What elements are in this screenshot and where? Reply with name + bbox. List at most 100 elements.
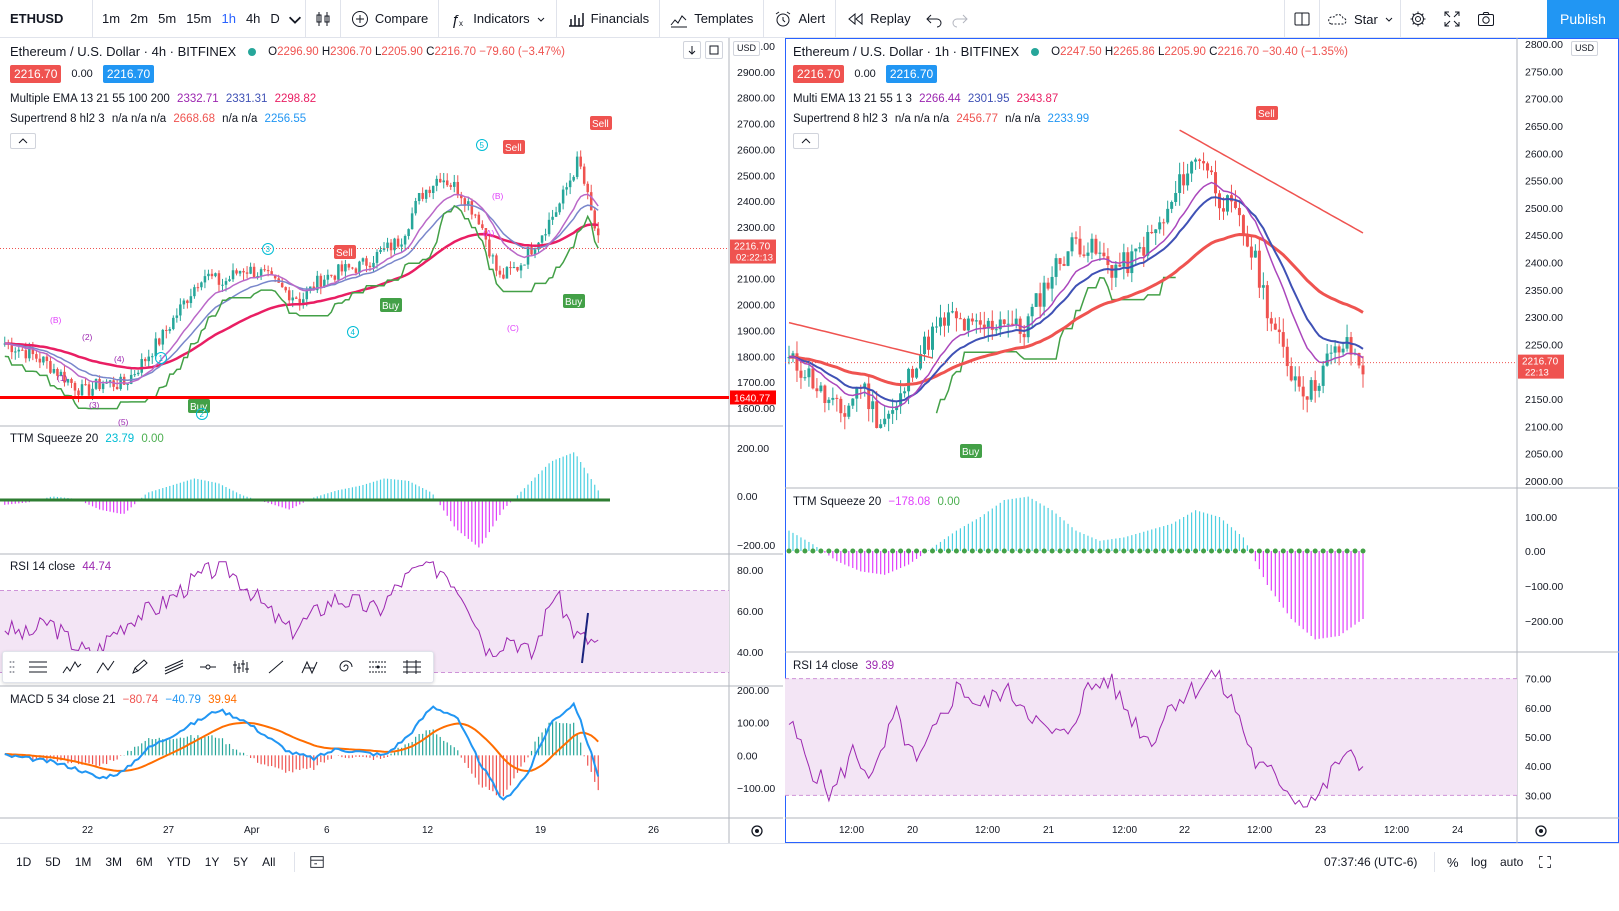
fib-spiral-tool-icon[interactable] (327, 652, 361, 682)
right-ttm-legend[interactable]: TTM Squeeze 20 −178.08 0.00 (793, 496, 964, 508)
ttm-value-1: 23.79 (105, 433, 135, 445)
pattern-tool-icon[interactable] (293, 652, 327, 682)
range-ytd[interactable]: YTD (166, 855, 191, 869)
candle-body (934, 326, 938, 328)
range-1y[interactable]: 1Y (204, 855, 220, 869)
time-axis-label: 12:00 (1247, 825, 1272, 836)
timeframe-1h[interactable]: 1h (221, 11, 236, 26)
percent-scale-toggle[interactable]: % (1447, 854, 1459, 870)
candle-body (319, 275, 323, 287)
timeframe-2m[interactable]: 2m (130, 11, 149, 26)
range-1m[interactable]: 1M (74, 855, 92, 869)
timeframe-chevron-down-icon[interactable] (285, 0, 305, 38)
elliott-wave-tool-icon[interactable] (55, 652, 89, 682)
publish-button[interactable]: Publish (1547, 0, 1619, 38)
candle-body (410, 213, 414, 230)
clock-timezone[interactable]: 07:37:46 (UTC-6) (1324, 855, 1418, 869)
timeframe-1m[interactable]: 1m (102, 11, 121, 26)
left-supertrend-legend[interactable]: Supertrend 8 hl2 3 n/a n/a n/a 2668.68 n… (10, 113, 310, 125)
right-chart-pane[interactable]: 2800.00 2750.00 2700.00 2650.00 2600.00 2550.… (785, 38, 1619, 843)
right-ema-legend[interactable]: Multi EMA 13 21 55 1 3 2266.44 2301.95 2… (793, 93, 1062, 105)
horizontal-lines-tool-icon[interactable] (21, 652, 55, 682)
pen-tool-icon[interactable] (123, 652, 157, 682)
candle-body (463, 198, 467, 206)
timeframe-4h[interactable]: 4h (245, 11, 261, 26)
log-scale-toggle[interactable]: log (1471, 855, 1488, 869)
fullscreen-brackets-icon[interactable] (1533, 843, 1557, 881)
layout-split-icon[interactable] (1285, 0, 1319, 38)
timeframe-15m[interactable]: 15m (186, 11, 212, 26)
redo-icon[interactable] (947, 0, 973, 38)
bars-pattern-tool-icon[interactable] (225, 652, 259, 682)
alert-button[interactable]: Alert (764, 0, 835, 38)
time-axis-label: 12:00 (839, 825, 864, 836)
candle-body (1337, 346, 1341, 353)
templates-button[interactable]: Templates (660, 0, 763, 38)
ttm-squeeze-dot (1097, 548, 1103, 554)
abc-wave-tool-icon[interactable] (89, 652, 123, 682)
right-chart-canvas[interactable]: 2800.00 2750.00 2700.00 2650.00 2600.00 2550.… (785, 38, 1619, 843)
symbol-search-button[interactable]: ETHUSD (10, 11, 64, 26)
left-macd-legend[interactable]: MACD 5 34 close 21 −80.74 −40.79 39.94 (10, 694, 241, 706)
go-to-date-icon[interactable] (305, 843, 329, 881)
timeframe-d[interactable]: D (270, 11, 280, 26)
chart-settings-gear-icon[interactable] (1535, 825, 1547, 837)
sell-marker-bg (503, 140, 525, 154)
ttm-squeeze-dot (882, 548, 888, 554)
left-ask-badge[interactable]: 2216.70 (102, 65, 155, 83)
indicators-button[interactable]: ƒ x Indicators (439, 0, 555, 38)
candle-body (31, 347, 35, 355)
legend-collapse-button[interactable] (10, 133, 36, 149)
left-rsi-legend[interactable]: RSI 14 close 44.74 (10, 561, 115, 573)
range-5y[interactable]: 5Y (233, 855, 249, 869)
left-ttm-legend[interactable]: TTM Squeeze 20 23.79 0.00 (10, 433, 168, 445)
forecast-tool-icon[interactable] (361, 652, 395, 682)
range-3m[interactable]: 3M (105, 855, 123, 869)
settings-gear-icon[interactable] (1401, 0, 1435, 38)
candle-body (407, 229, 410, 237)
drag-handle-icon[interactable] (3, 652, 21, 682)
undo-icon[interactable] (921, 0, 947, 38)
ttm-squeeze-dot (866, 548, 872, 554)
candle-body (17, 349, 21, 352)
fullscreen-icon[interactable] (1435, 0, 1469, 38)
right-currency-label[interactable]: USD (1571, 41, 1599, 56)
ttm-squeeze-dot (850, 548, 856, 554)
auto-scale-toggle[interactable]: auto (1500, 855, 1524, 869)
fib-timezone-tool-icon[interactable] (395, 652, 429, 682)
fib-channel-tool-icon[interactable] (157, 652, 191, 682)
right-supertrend-legend[interactable]: Supertrend 8 hl2 3 n/a n/a n/a 2456.77 n… (793, 113, 1093, 125)
left-currency-label[interactable]: USD (733, 41, 761, 56)
camera-snapshot-icon[interactable] (1469, 0, 1503, 38)
timeframe-5m[interactable]: 5m (158, 11, 177, 26)
range-1d[interactable]: 1D (16, 855, 32, 869)
chart-style-candles-icon[interactable] (306, 0, 340, 38)
financials-button[interactable]: Financials (557, 0, 660, 38)
scroll-down-arrow-icon[interactable] (683, 41, 701, 59)
left-bid-badge[interactable]: 2216.70 (10, 65, 62, 83)
maximize-pane-icon[interactable] (705, 41, 723, 59)
sell-marker: Sell (592, 119, 609, 130)
layout-name-button[interactable]: Star (1320, 0, 1400, 38)
chart-settings-gear-icon[interactable] (751, 825, 763, 837)
trend-line-tool-icon[interactable] (259, 652, 293, 682)
left-ohlc: O2296.90 H2306.70 L2205.90 C2216.70 −79.… (268, 45, 565, 58)
price-axis-label: 2600.00 (737, 144, 775, 156)
compare-button[interactable]: Compare (341, 0, 438, 38)
range-all[interactable]: All (262, 855, 276, 869)
left-ema-legend[interactable]: Multiple EMA 13 21 55 100 200 2332.71 23… (10, 93, 320, 105)
legend-collapse-button[interactable] (793, 133, 819, 149)
replay-button[interactable]: Replay (836, 0, 920, 38)
rsi-value: 44.74 (82, 561, 112, 573)
left-high: 2306.70 (330, 45, 372, 58)
right-bid-badge[interactable]: 2216.70 (793, 65, 845, 83)
left-chart-pane[interactable]: 3000.002900.002800.002700.002600.002500.… (0, 38, 783, 843)
candle-body (361, 258, 365, 262)
range-5d[interactable]: 5D (45, 855, 61, 869)
horizontal-ray-tool-icon[interactable] (191, 652, 225, 682)
right-rsi-legend[interactable]: RSI 14 close 39.89 (793, 660, 898, 672)
templates-label: Templates (694, 11, 754, 26)
right-ask-badge[interactable]: 2216.70 (885, 65, 938, 83)
price-axis-label: 2700.00 (1525, 94, 1563, 106)
range-6m[interactable]: 6M (136, 855, 153, 869)
